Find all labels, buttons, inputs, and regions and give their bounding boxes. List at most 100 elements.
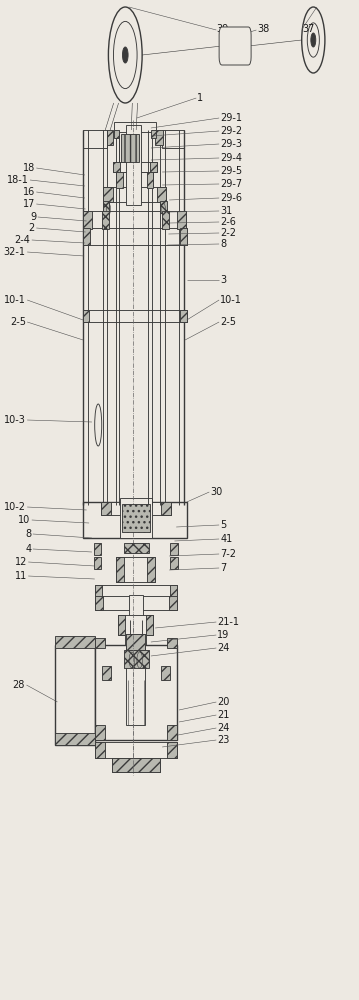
Bar [55, 636, 95, 648]
Bar [94, 543, 101, 555]
Text: 12: 12 [14, 557, 27, 567]
Bar [168, 596, 177, 610]
Bar [177, 211, 186, 229]
Text: 7: 7 [220, 563, 227, 573]
Bar [180, 228, 187, 245]
Bar [83, 130, 107, 148]
Text: 10-1: 10-1 [220, 295, 242, 305]
Text: 2-6: 2-6 [220, 217, 236, 227]
Bar [101, 502, 111, 515]
Text: 37: 37 [302, 24, 314, 34]
Text: 29-6: 29-6 [220, 193, 242, 203]
Bar [116, 557, 155, 582]
Bar [167, 742, 177, 758]
Text: 21-1: 21-1 [217, 617, 239, 627]
Text: 39: 39 [216, 24, 229, 34]
Text: 29-2: 29-2 [220, 126, 242, 136]
Bar [107, 130, 113, 145]
Bar [102, 211, 109, 229]
Bar [102, 666, 170, 680]
Text: 21: 21 [217, 710, 230, 720]
Text: 8: 8 [220, 239, 226, 249]
Bar [157, 187, 166, 202]
Bar [155, 130, 163, 145]
Text: 28: 28 [13, 680, 25, 690]
Text: 2: 2 [29, 223, 35, 233]
Text: 32-1: 32-1 [4, 247, 26, 257]
Text: 9: 9 [30, 212, 36, 222]
Bar [95, 596, 177, 610]
Bar [119, 130, 140, 165]
Text: 29-4: 29-4 [220, 153, 242, 163]
Text: 30: 30 [211, 487, 223, 497]
Text: 16: 16 [23, 187, 35, 197]
Bar [83, 211, 186, 229]
Bar [161, 666, 170, 680]
Bar [112, 758, 160, 772]
Bar [83, 502, 187, 538]
Text: 18-1: 18-1 [7, 175, 29, 185]
Bar [169, 585, 177, 599]
Bar [83, 228, 90, 245]
Bar [126, 645, 145, 725]
Text: 5: 5 [220, 520, 227, 530]
Bar [83, 310, 89, 322]
Bar [103, 201, 109, 213]
Bar [55, 645, 95, 745]
Bar [123, 543, 149, 553]
Bar [116, 557, 124, 582]
Text: 2-2: 2-2 [220, 228, 236, 238]
Text: 29-7: 29-7 [220, 179, 242, 189]
Bar [123, 650, 149, 668]
Bar [101, 502, 171, 515]
Circle shape [311, 33, 316, 47]
Text: 4: 4 [25, 544, 32, 554]
Bar [95, 645, 177, 740]
Text: 24: 24 [217, 723, 230, 733]
Text: 10-2: 10-2 [4, 502, 26, 512]
Text: 17: 17 [23, 199, 35, 209]
Bar [95, 596, 103, 610]
Text: 23: 23 [217, 735, 230, 745]
Bar [126, 125, 141, 205]
Bar [120, 498, 151, 538]
Text: 10-3: 10-3 [4, 415, 26, 425]
Ellipse shape [95, 404, 102, 446]
Text: 29-3: 29-3 [220, 139, 242, 149]
Bar [114, 122, 156, 132]
Bar [95, 725, 104, 740]
Text: 1: 1 [197, 93, 204, 103]
Text: 11: 11 [15, 571, 27, 581]
Bar [122, 504, 150, 532]
Text: 31: 31 [220, 206, 232, 216]
Bar [112, 758, 160, 772]
Bar [95, 638, 104, 648]
Text: 41: 41 [220, 534, 232, 544]
Text: 8.5m: 8.5m [224, 41, 246, 50]
Bar [162, 211, 169, 229]
Bar [161, 502, 171, 515]
Bar [83, 310, 187, 322]
Bar [181, 310, 187, 322]
Text: 19: 19 [217, 630, 230, 640]
Text: 18: 18 [23, 163, 35, 173]
Text: 29-1: 29-1 [220, 113, 242, 123]
Text: 2-4: 2-4 [14, 235, 31, 245]
Bar [170, 543, 178, 555]
Text: 29-5: 29-5 [220, 166, 242, 176]
Bar [102, 666, 111, 680]
Bar [146, 615, 153, 635]
Text: 2-5: 2-5 [220, 317, 236, 327]
Bar [103, 187, 113, 202]
Bar [170, 557, 178, 569]
Bar [118, 615, 125, 635]
Bar [147, 172, 153, 188]
Bar [83, 228, 187, 245]
Bar [95, 585, 177, 599]
Bar [126, 634, 145, 650]
Bar [167, 638, 177, 648]
Bar [129, 595, 143, 620]
Bar [55, 733, 95, 745]
Bar [95, 742, 177, 758]
Bar [113, 162, 120, 172]
